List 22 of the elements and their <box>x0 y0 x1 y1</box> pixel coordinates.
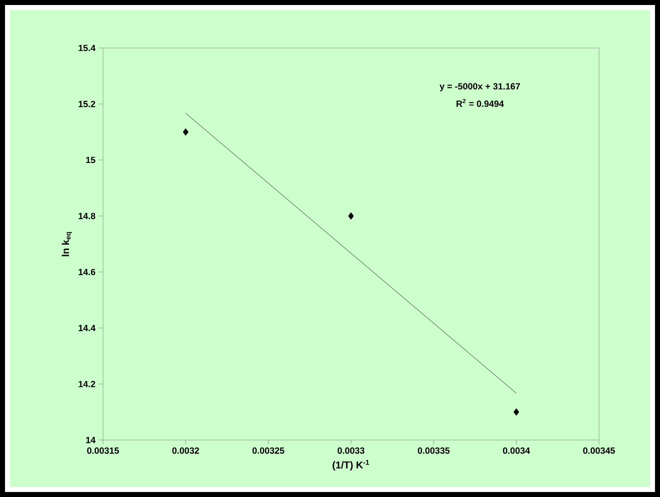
y-tick-label: 14.6 <box>78 268 96 276</box>
y-tick-label: 14.8 <box>78 212 96 220</box>
annotation: R$^{2}$ = 0.9494 <box>456 98 504 107</box>
point <box>182 128 188 136</box>
x-tick-label: 0.00315 <box>87 447 119 454</box>
y-tick-label: 15.4 <box>78 44 96 52</box>
point <box>514 408 520 416</box>
x-tick-label: 0.00345 <box>583 447 615 454</box>
y-tick-label: 14 <box>86 436 96 444</box>
x-axis-title: (1/T) K$^{-1}$ <box>332 460 370 470</box>
x-tick-label: 0.0034 <box>502 447 530 454</box>
y-tick-label: 15 <box>86 156 96 164</box>
x-tick-label: 0.0033 <box>338 447 364 454</box>
annotation: y = -5000x + 31.167 <box>440 83 520 92</box>
y-tick-label: 15.2 <box>78 100 96 108</box>
x-tick-label: 0.00335 <box>418 447 450 454</box>
y-tick-label: 14.4 <box>78 324 96 332</box>
point <box>348 212 354 220</box>
x-tick-label: 0.0032 <box>172 447 200 454</box>
y-tick-label: 14.2 <box>78 380 96 388</box>
y-axis-title: ln k$_{eq}$ <box>62 232 72 256</box>
x-tick-label: 0.00325 <box>252 447 284 454</box>
